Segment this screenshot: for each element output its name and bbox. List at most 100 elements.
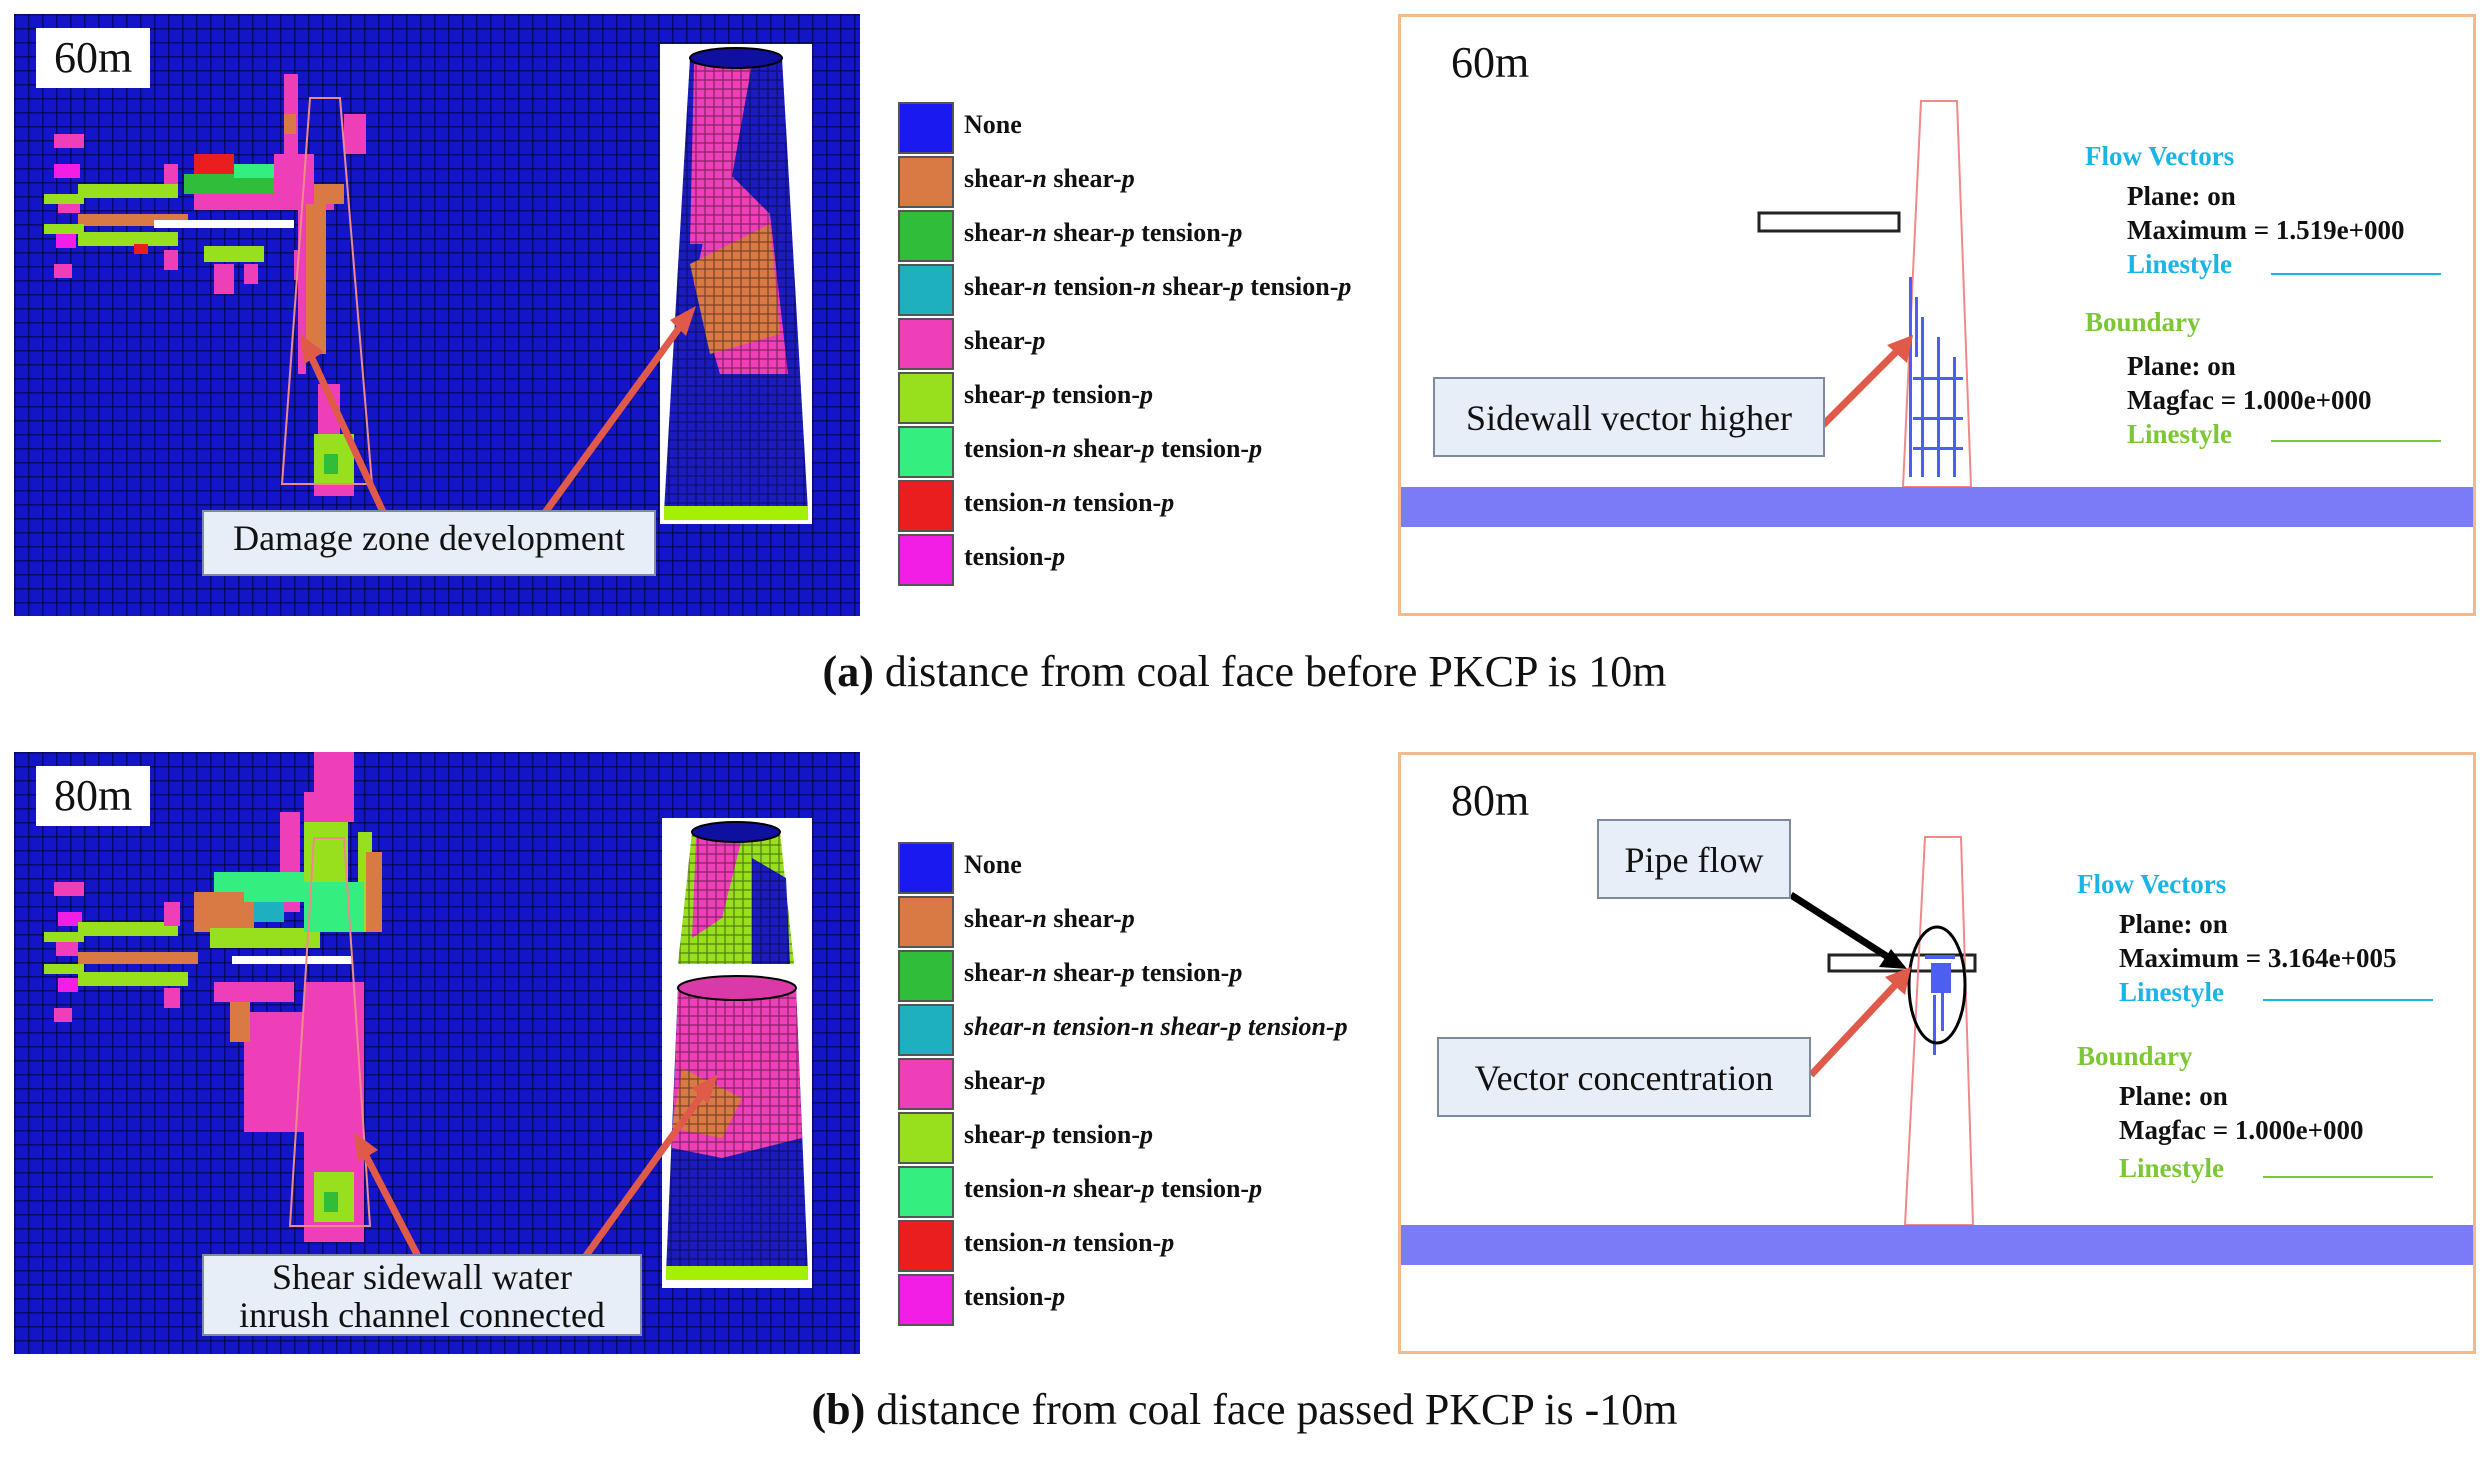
legend-swatch: [898, 264, 954, 316]
mesh-depth-label-a: 60m: [36, 28, 151, 88]
callout-arrows-b: [354, 1074, 718, 1267]
arrowhead-pipe-flow-b: [1879, 949, 1907, 969]
legend-swatch: [898, 1112, 954, 1164]
flow-vectors-title-b: Flow Vectors: [2077, 869, 2227, 899]
legend-label: shear-p tension-p: [964, 1120, 1153, 1149]
cylinder-damage-a: [664, 47, 808, 520]
flow-plane-b: Plane: on: [2119, 909, 2228, 939]
legend-label: shear-n shear-p: [964, 904, 1135, 933]
arrow-to-column-a: [306, 352, 388, 516]
legend-row: shear-p tension-p: [898, 372, 1418, 426]
legend-swatch: [898, 1004, 954, 1056]
flow-vectors-title-a: Flow Vectors: [2085, 141, 2235, 171]
arrow-to-cylinder-a: [541, 321, 685, 517]
legend-label: tension-p: [964, 542, 1066, 571]
arrowhead-column-a: [300, 334, 324, 364]
legend-label: tension-p: [964, 1282, 1066, 1311]
boundary-linestyle-b: Linestyle: [2119, 1153, 2224, 1183]
legend-label: tension-n tension-p: [964, 488, 1175, 517]
legend-swatch: [898, 534, 954, 586]
pipe-outline-b: [288, 837, 372, 1227]
legend-label: tension-n shear-p tension-p: [964, 434, 1263, 463]
legend-row: tension-n tension-p: [898, 1220, 1418, 1274]
caption-text-b: distance from coal face passed PKCP is -…: [865, 1385, 1678, 1434]
legend-row: shear-p tension-p: [898, 1112, 1418, 1166]
boundary-title-a: Boundary: [2085, 307, 2201, 337]
legend-swatch: [898, 426, 954, 478]
pipe-flow-callout-b: Pipe flow: [1597, 819, 1791, 899]
boundary-title-b: Boundary: [2077, 1041, 2193, 1071]
flow-vector-panel-b: 80m Pipe flow Vector concentration Flow …: [1398, 752, 2476, 1354]
legend-swatch: [898, 372, 954, 424]
arrow-vector-concentration-b: [1808, 978, 1902, 1078]
caption-prefix-a: (a): [822, 647, 874, 696]
inrush-callout-line1-b: Shear sidewall water: [272, 1257, 572, 1297]
legend-row: tension-p: [898, 1274, 1418, 1328]
arrowhead-cylinder-b: [692, 1074, 718, 1104]
legend-row: shear-n shear-p tension-p: [898, 210, 1418, 264]
legend-swatch: [898, 950, 954, 1002]
legend-label: shear-n tension-n shear-p tension-p: [964, 1012, 1348, 1041]
legend-swatch: [898, 1274, 954, 1326]
legend-row: shear-n tension-n shear-p tension-p: [898, 1004, 1418, 1058]
legend-label: shear-n shear-p tension-p: [964, 958, 1243, 987]
legend-row: shear-n shear-p tension-p: [898, 950, 1418, 1004]
callout-arrows-a: [300, 306, 696, 517]
legend-label: shear-n shear-p tension-p: [964, 218, 1243, 247]
legend-label: None: [964, 110, 1022, 139]
legend-row: shear-n shear-p: [898, 156, 1418, 210]
legend-swatch: [898, 210, 954, 262]
cylinder-inset-b: [662, 818, 812, 1288]
arrow-to-column-b: [360, 1150, 426, 1266]
legend-label: shear-p: [964, 1066, 1046, 1095]
caption-a: (a) distance from coal face before PKCP …: [0, 646, 2489, 697]
legend-label: shear-p: [964, 326, 1046, 355]
mesh-depth-label-b: 80m: [36, 766, 151, 826]
boundary-plane-b: Plane: on: [2119, 1081, 2228, 1111]
flow-depth-label-b: 80m: [1451, 776, 1530, 825]
boundary-magfac-a: Magfac = 1.000e+000: [2127, 385, 2372, 415]
legend-row: tension-n shear-p tension-p: [898, 1166, 1418, 1220]
legend-label: shear-n shear-p: [964, 164, 1135, 193]
caption-b: (b) distance from coal face passed PKCP …: [0, 1384, 2489, 1435]
flow-maximum-b: Maximum = 3.164e+005: [2119, 943, 2397, 973]
arrowhead-sidewall-a: [1887, 335, 1913, 363]
arrowhead-column-b: [354, 1132, 378, 1162]
legend-swatch: [898, 318, 954, 370]
coal-face-bar-b: [232, 956, 352, 964]
legend-label: shear-n tension-n shear-p tension-p: [964, 272, 1352, 301]
caption-text-a: distance from coal face before PKCP is 1…: [873, 647, 1667, 696]
concentration-ellipse-b: [1907, 925, 1967, 1045]
caption-prefix-b: (b): [811, 1385, 866, 1434]
legend-row: shear-n tension-n shear-p tension-p: [898, 264, 1418, 318]
legend-swatch: [898, 156, 954, 208]
legend-row: tension-n shear-p tension-p: [898, 426, 1418, 480]
cylinder-damage-b: [666, 821, 808, 1280]
flow-vector-dots-a: [1909, 277, 1963, 477]
legend-row: shear-p: [898, 318, 1418, 372]
coal-seam-band-a: [1401, 487, 2473, 527]
boundary-magfac-b: Magfac = 1.000e+000: [2119, 1115, 2364, 1145]
legend-row: shear-p: [898, 1058, 1418, 1112]
flow-vector-panel-a: 60m Sidewall vector higher Flow Vectors …: [1398, 14, 2476, 616]
vector-concentration-callout-b: Vector concentration: [1437, 1037, 1811, 1117]
legend-swatch: [898, 842, 954, 894]
arrowhead-cylinder-a: [670, 306, 696, 336]
legend-label: tension-n tension-p: [964, 1228, 1175, 1257]
inrush-callout-line2-b: inrush channel connected: [239, 1295, 605, 1335]
damage-zone-callout-a: Damage zone development: [202, 510, 656, 576]
damage-mesh-panel-a: 60m Damage zone development: [14, 14, 860, 616]
legend-row: None: [898, 102, 1418, 156]
cylinder-inset-a: [660, 44, 812, 524]
legend-row: tension-n tension-p: [898, 480, 1418, 534]
legend-swatch: [898, 1166, 954, 1218]
damage-mesh-panel-b: 80m Shear sidewal: [14, 752, 860, 1354]
pipe-outline-b: [1903, 836, 1975, 1226]
flow-plane-a: Plane: on: [2127, 181, 2236, 211]
boundary-plane-a: Plane: on: [2127, 351, 2236, 381]
legend-label: None: [964, 850, 1022, 879]
sidewall-callout-a: Sidewall vector higher: [1433, 377, 1825, 457]
arrowhead-vector-concentration-b: [1885, 967, 1911, 995]
coal-face-bar-a: [154, 220, 294, 228]
arrow-sidewall-a: [1820, 344, 1904, 428]
